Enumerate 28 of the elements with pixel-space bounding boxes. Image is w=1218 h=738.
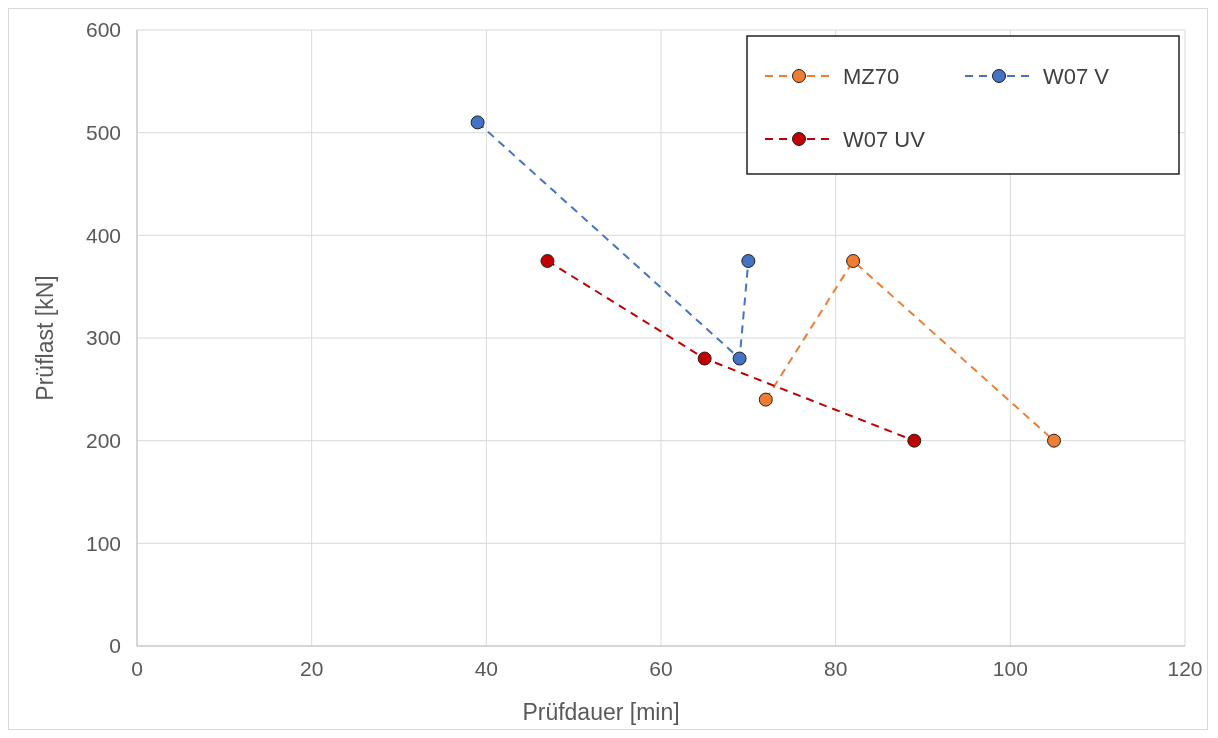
point bbox=[470, 115, 485, 130]
point bbox=[732, 351, 747, 366]
x-tick-label: 120 bbox=[1167, 657, 1203, 680]
y-tick-label: 100 bbox=[85, 531, 121, 555]
y-tick-label: 300 bbox=[85, 326, 121, 350]
point bbox=[846, 254, 861, 268]
point bbox=[907, 433, 922, 448]
y-axis-title: Prüflast [kN] bbox=[32, 275, 58, 401]
point bbox=[1047, 433, 1061, 448]
x-tick-label: 0 bbox=[131, 657, 143, 680]
x-tick-label: 80 bbox=[823, 657, 848, 680]
y-tick-label: 400 bbox=[85, 223, 121, 247]
x-tick-label: 60 bbox=[649, 657, 673, 680]
legend-label: W07 UV bbox=[843, 126, 926, 152]
x-axis-title: Prüfdauer [min] bbox=[522, 699, 680, 725]
point bbox=[758, 392, 773, 407]
point bbox=[540, 254, 555, 268]
y-tick-label: 600 bbox=[85, 18, 121, 42]
point bbox=[697, 351, 712, 366]
y-tick-label: 0 bbox=[109, 634, 121, 658]
legend-label: W07 V bbox=[1043, 63, 1110, 89]
legend-label: MZ70 bbox=[843, 63, 900, 89]
y-tick-label: 200 bbox=[85, 429, 121, 453]
y-tick-label: 500 bbox=[85, 121, 121, 145]
point bbox=[741, 254, 756, 268]
x-tick-label: 20 bbox=[299, 657, 324, 680]
x-tick-label: 40 bbox=[474, 657, 499, 680]
x-tick-label: 100 bbox=[992, 657, 1028, 680]
